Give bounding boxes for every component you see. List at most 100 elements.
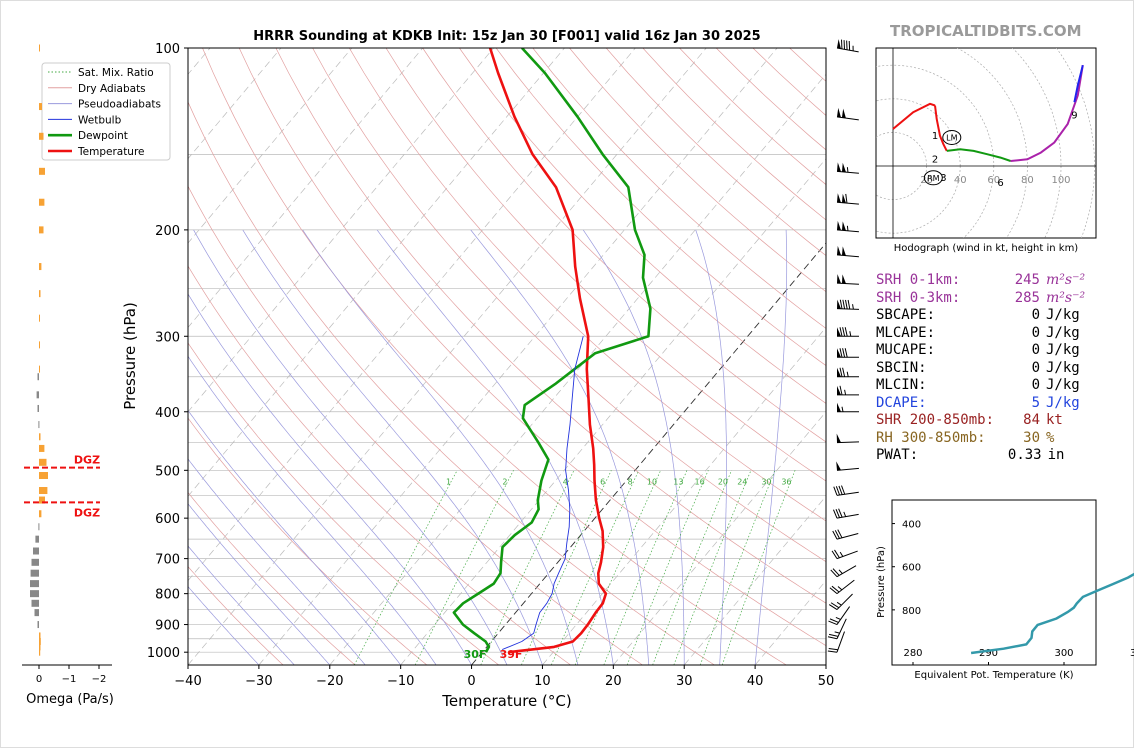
barb-half (841, 406, 844, 412)
hodograph-height-label: 3 (940, 173, 946, 184)
series-wetbulb (502, 336, 584, 651)
dry-adiabat (188, 417, 428, 665)
barb-full (831, 550, 838, 559)
barb-full (842, 327, 846, 337)
omega-bar (30, 580, 39, 588)
barb-shaft (836, 579, 855, 595)
mixing-ratio-label: 6 (600, 478, 605, 487)
barb-shaft (836, 532, 859, 540)
omega-bar (35, 535, 39, 543)
barb-full (842, 299, 846, 309)
hodograph-trace (1073, 64, 1084, 103)
y-tick-label: 700 (155, 553, 180, 568)
stat-label: MLCAPE: (876, 324, 936, 341)
barb-full (844, 327, 848, 337)
barb-flag (837, 107, 841, 118)
hodograph-height-label: 1 (932, 131, 938, 142)
barb-full (841, 485, 846, 495)
wind-barb (828, 606, 851, 626)
barb-flag (837, 245, 841, 256)
barb-full (838, 485, 843, 495)
mixing-ratio-label: 24 (737, 478, 747, 487)
stat-unit: J/kg (1046, 342, 1080, 358)
stat-row: RH 300-850mb: 30% (876, 430, 1116, 448)
omega-bar (38, 421, 40, 429)
omega-bar (31, 558, 39, 566)
x-tick-label: −20 (316, 674, 343, 689)
isotherm-line (188, 48, 636, 582)
mixing-ratio-label: 8 (628, 478, 633, 487)
freezing-isotherm (471, 242, 826, 665)
y-tick-label: 1000 (147, 646, 180, 661)
mixing-ratio-label: 2 (502, 478, 507, 487)
storm-motion-marker (942, 129, 962, 145)
stats-panel: SRH 0-1km: 245 m²s⁻² SRH 0-3km: 285 m²s⁻² SBCA… (876, 272, 1116, 465)
stat-label: SRH 0-1km: (876, 272, 961, 288)
legend-label: Temperature (77, 146, 145, 158)
barb-full (828, 604, 838, 610)
barb-full (830, 569, 838, 578)
mixing-ratio-line (574, 470, 662, 665)
legend-label: Sat. Mix. Ratio (78, 67, 154, 79)
hodograph-ring-label: 40 (954, 175, 967, 186)
barb-half (846, 225, 849, 231)
stat-unit: kt (1046, 412, 1063, 428)
stat-unit: J/kg (1046, 307, 1080, 323)
dry-adiabat (422, 48, 826, 443)
stat-value: 5 (1031, 394, 1040, 411)
stat-value: 30 (1023, 429, 1040, 446)
theta-e-x-tick-label: 290 (979, 648, 998, 659)
wind-barb (828, 593, 853, 610)
stat-unit: m²s⁻² (1046, 272, 1086, 288)
surface-temperature-label: 39F (500, 648, 523, 661)
stat-label: SRH 0-3km: (876, 289, 961, 306)
hodograph-ring-label: 20 (920, 175, 933, 186)
stat-label: SBCAPE: (876, 307, 936, 323)
barb-full (844, 348, 848, 358)
barb-half (849, 331, 852, 337)
stat-value: 0.33 (1007, 447, 1042, 463)
x-tick-label: −40 (174, 674, 201, 689)
barb-half (844, 389, 847, 395)
y-tick-label: 900 (155, 619, 180, 634)
mixing-ratio-label: 30 (761, 478, 771, 487)
wind-barb (836, 162, 859, 174)
barb-flag (837, 348, 841, 358)
hodograph-trace (934, 105, 948, 152)
omega-bar (39, 496, 45, 504)
omega-panel: 0 −1 −2 DGZ DGZ (22, 44, 112, 685)
isotherm-line (188, 48, 707, 665)
storm-motion-label: LM (946, 133, 957, 142)
series-temperature (488, 48, 608, 654)
barb-shaft (836, 491, 859, 496)
pseudoadiabat (188, 545, 295, 665)
wind-barb (831, 549, 858, 560)
omega-bar (36, 391, 39, 399)
stat-unit: m²s⁻² (1046, 289, 1086, 306)
legend-label: Dry Adiabats (78, 83, 146, 95)
hodograph-height-label: 2 (932, 154, 938, 165)
barb-half (846, 371, 849, 377)
skewt-xlabel: Temperature (°C) (441, 692, 571, 710)
hodograph-ring-label: 60 (987, 175, 1000, 186)
theta-e-frame (891, 499, 1097, 666)
pseudoadiabat (302, 229, 579, 665)
stat-value: 0 (1031, 359, 1040, 376)
dry-adiabat (202, 48, 787, 665)
barb-half (846, 167, 849, 173)
dry-adiabat (495, 48, 826, 367)
barb-full (828, 620, 838, 626)
isotherm-line (188, 48, 353, 244)
stat-row: SRH 0-3km: 285 m²s⁻² (876, 290, 1116, 308)
wind-barb (836, 193, 859, 205)
theta-e-ylabel: Pressure (hPa) (876, 546, 887, 618)
barb-half (852, 304, 854, 310)
isotherm-line (188, 48, 282, 160)
x-tick-label: 50 (818, 674, 835, 689)
chart-title: HRRR Sounding at KDKB Init: 15z Jan 30 [… (253, 29, 760, 44)
stat-value: 0 (1031, 342, 1040, 358)
stat-row: SHR 200-850mb: 84 kt (876, 412, 1116, 430)
omega-bar (39, 132, 44, 140)
barb-flag (841, 193, 846, 204)
barb-flag (837, 367, 841, 377)
